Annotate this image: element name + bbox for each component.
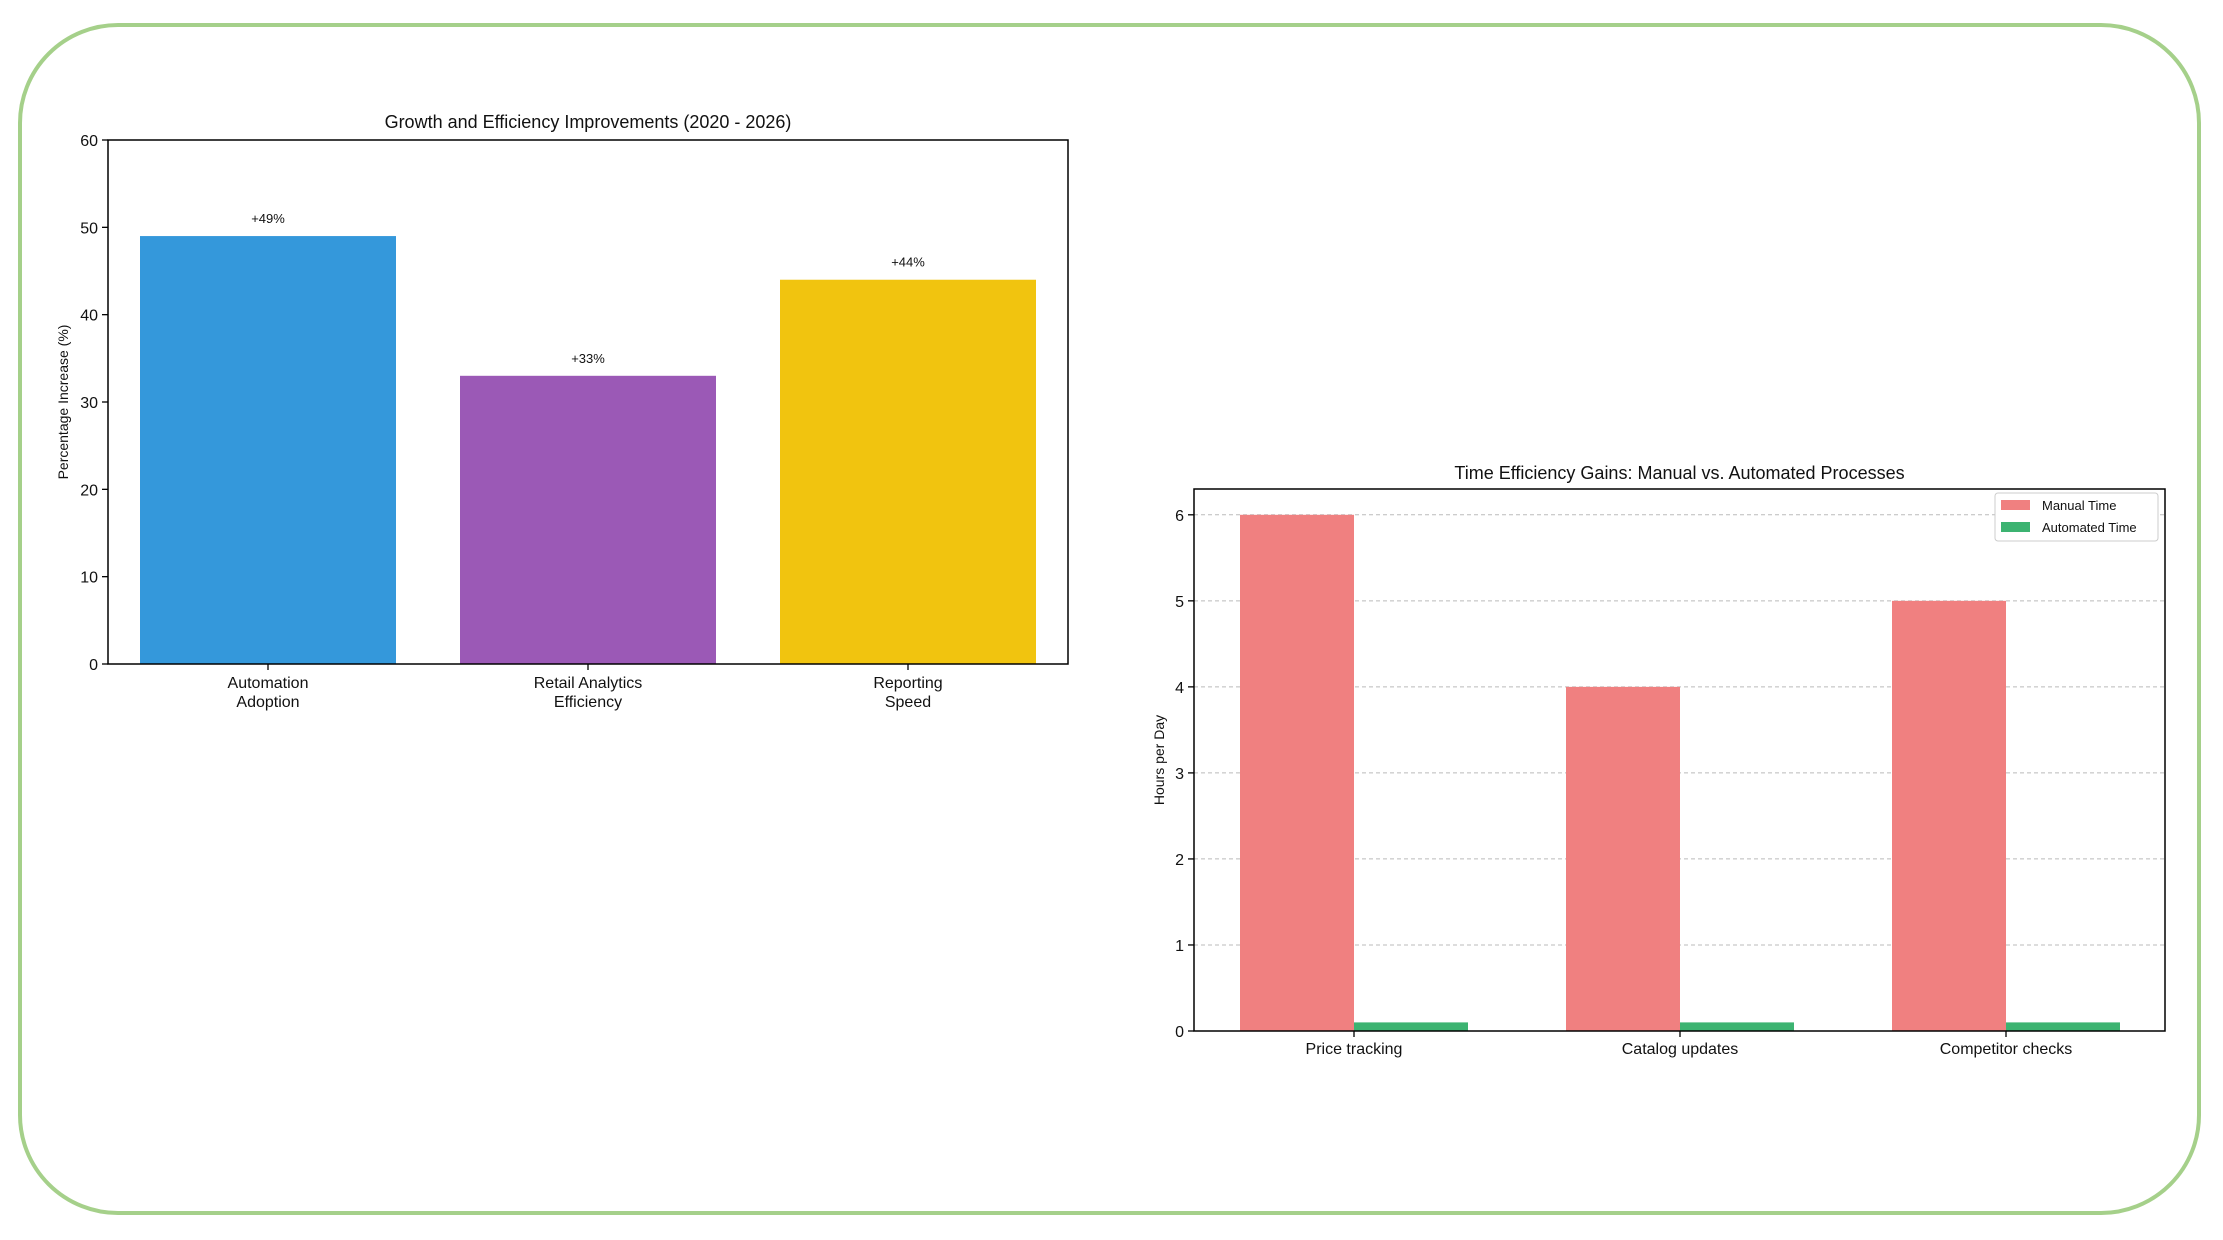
legend-swatch <box>2001 500 2030 510</box>
bar-2 <box>780 279 1036 664</box>
y-tick-label: 1 <box>1175 938 1184 955</box>
y-tick-label: 0 <box>89 657 98 674</box>
chart-title: Growth and Efficiency Improvements (2020… <box>385 112 792 132</box>
x-tick-label: Speed <box>885 694 931 711</box>
bar-0 <box>140 236 396 665</box>
x-tick-label: Adoption <box>236 694 299 711</box>
bar-1 <box>460 375 716 664</box>
chart-growth: +49% Automation Adoption +33% Retail Analyti… <box>55 112 1069 711</box>
data-label: +33% <box>571 351 605 366</box>
legend-label: Manual Time <box>2042 498 2116 513</box>
y-tick-label: 4 <box>1175 680 1184 697</box>
y-tick-label: 30 <box>80 395 98 412</box>
bar-manual-time <box>1566 686 1680 1031</box>
x-tick-label: Reporting <box>873 675 942 692</box>
legend: Manual Time Automated Time <box>1994 492 2159 542</box>
y-axis-label: Percentage Increase (%) <box>55 325 71 480</box>
data-label: +49% <box>251 211 285 226</box>
x-tick-label: Price tracking <box>1306 1041 1403 1058</box>
y-tick-label: 6 <box>1175 508 1184 525</box>
bar-automated-time <box>1354 1022 1468 1031</box>
bar-automated-time <box>2006 1022 2120 1031</box>
bar-manual-time <box>1892 600 2006 1031</box>
y-axis-label: Hours per Day <box>1151 715 1167 805</box>
y-tick-label: 3 <box>1175 766 1184 783</box>
y-tick-label: 10 <box>80 570 98 587</box>
legend-label: Automated Time <box>2042 520 2137 535</box>
y-tick-label: 0 <box>1175 1024 1184 1041</box>
x-tick-label: Retail Analytics <box>534 675 643 692</box>
y-tick-label: 5 <box>1175 594 1184 611</box>
x-tick-label: Automation <box>228 675 309 692</box>
x-tick-label: Efficiency <box>554 694 622 711</box>
x-tick-label: Competitor checks <box>1940 1041 2073 1058</box>
chart-time-efficiency: 0 1 2 3 4 5 6 Price tracking Catalog updates Comp… <box>1151 463 2166 1058</box>
y-tick-label: 40 <box>80 308 98 325</box>
x-tick-label: Catalog updates <box>1622 1041 1739 1058</box>
axes-frame <box>1193 488 2166 1032</box>
legend-box <box>1994 492 2159 542</box>
card-frame <box>18 23 2201 1215</box>
data-label: +44% <box>891 255 925 270</box>
axes-frame <box>107 139 1069 665</box>
bar-manual-time <box>1240 514 1354 1031</box>
legend-swatch <box>2001 522 2030 532</box>
y-tick-label: 50 <box>80 220 98 237</box>
chart-title: Time Efficiency Gains: Manual vs. Automa… <box>1454 463 1904 483</box>
y-tick-label: 20 <box>80 482 98 499</box>
bar-automated-time <box>1680 1022 1794 1031</box>
y-tick-label: 2 <box>1175 852 1184 869</box>
y-tick-label: 60 <box>80 133 98 150</box>
